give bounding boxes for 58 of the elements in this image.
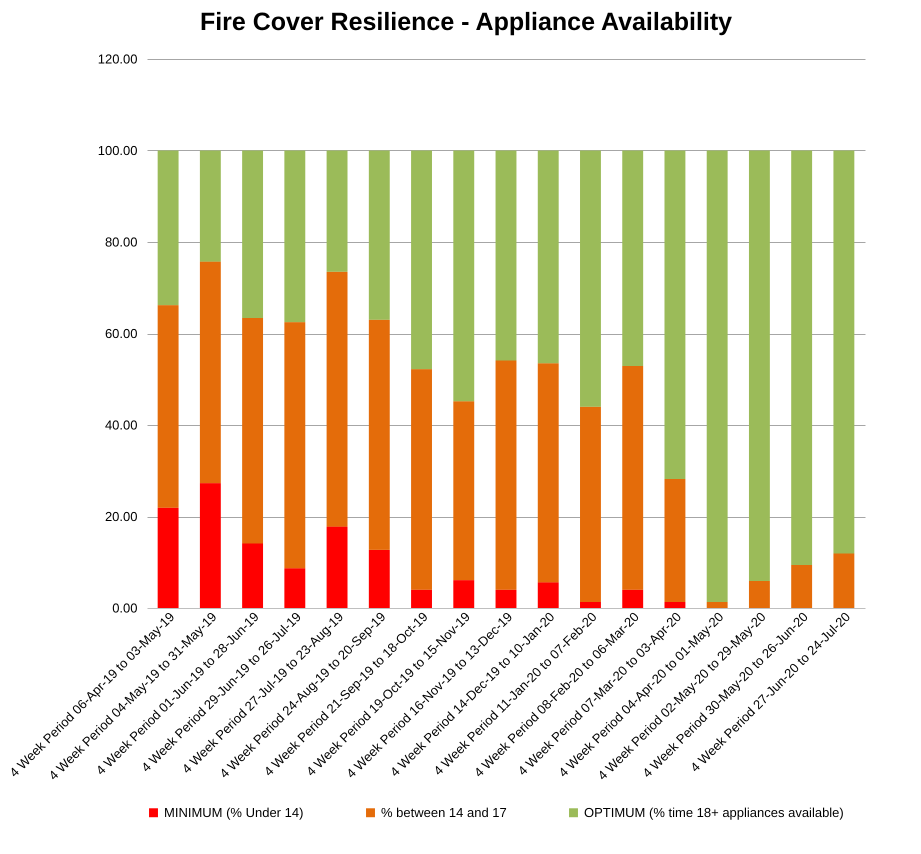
bar — [242, 318, 264, 544]
bar — [284, 150, 306, 322]
bar — [326, 526, 348, 608]
y-tick-label: 40.00 — [104, 418, 138, 432]
y-tick-label: 20.00 — [104, 509, 138, 524]
bar — [748, 150, 770, 582]
y-tick-label: 100.00 — [98, 143, 138, 158]
bar — [200, 262, 221, 484]
bar — [622, 590, 644, 608]
bar — [158, 305, 179, 508]
y-tick-label: 60.00 — [104, 326, 138, 341]
bar — [791, 564, 812, 608]
bar — [664, 602, 686, 608]
bar — [200, 150, 221, 262]
bar — [833, 150, 854, 554]
bar — [664, 150, 686, 479]
bar — [664, 478, 686, 602]
bar — [496, 150, 516, 360]
bar — [158, 508, 179, 608]
bar — [368, 150, 390, 320]
bar — [706, 150, 728, 602]
bar — [368, 550, 390, 608]
bar — [580, 602, 601, 608]
bar — [622, 366, 644, 590]
chart-title: Fire Cover Resilience - Appliance Availability — [200, 8, 732, 36]
legend-label: MINIMUM (% Under 14) — [164, 804, 304, 820]
bar — [538, 363, 559, 582]
y-tick-label: 120.00 — [98, 52, 138, 66]
bar — [158, 150, 179, 306]
bar — [791, 150, 812, 565]
bar — [368, 320, 390, 550]
bar — [242, 150, 264, 318]
bar — [580, 150, 601, 407]
legend-label: % between 14 and 17 — [381, 804, 507, 820]
bar — [284, 322, 306, 568]
bar — [242, 543, 264, 608]
bar — [453, 150, 474, 402]
bar — [411, 590, 432, 608]
bar — [326, 272, 348, 527]
bar — [411, 150, 432, 370]
bar — [453, 401, 474, 580]
y-tick-label: 80.00 — [104, 234, 138, 250]
y-tick-label: 0.00 — [112, 600, 138, 616]
bar — [284, 568, 306, 608]
bar — [580, 406, 601, 602]
bar — [496, 590, 516, 608]
legend-label: OPTIMUM (% time 18+ appliances available) — [584, 804, 844, 820]
bar — [622, 150, 644, 366]
bar — [200, 483, 221, 608]
bar — [453, 580, 474, 608]
bar — [538, 582, 559, 608]
bar — [496, 360, 516, 590]
bar — [411, 369, 432, 590]
bar — [706, 602, 728, 608]
bar — [833, 554, 854, 608]
bar — [538, 150, 559, 364]
bar — [326, 150, 348, 272]
bar — [748, 581, 770, 608]
